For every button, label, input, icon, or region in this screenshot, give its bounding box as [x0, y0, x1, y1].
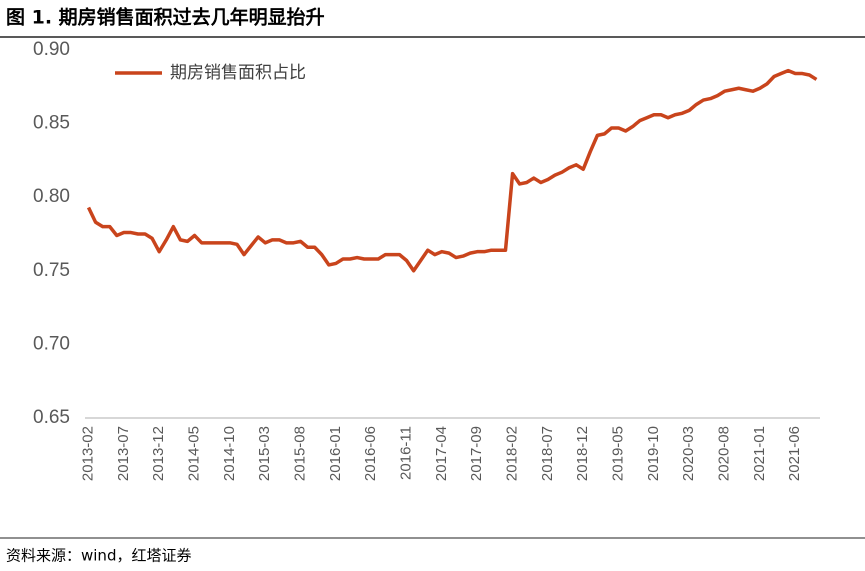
- x-tick-label: 2019-10: [645, 426, 662, 481]
- x-tick-label: 2014-05: [186, 426, 203, 481]
- y-tick-label: 0.90: [33, 39, 70, 60]
- x-tick-label: 2014-10: [221, 426, 238, 481]
- y-tick-label: 0.85: [33, 113, 70, 134]
- x-tick-label: 2016-11: [398, 426, 415, 480]
- y-tick-label: 0.65: [33, 407, 70, 428]
- data-line: [86, 68, 818, 273]
- x-tick-label: 2015-08: [292, 426, 309, 481]
- x-tick-label: 2021-01: [751, 426, 768, 481]
- x-tick-label: 2017-04: [433, 426, 450, 481]
- x-tick-label: 2016-01: [327, 426, 344, 481]
- x-tick-label: 2018-12: [574, 426, 591, 481]
- y-tick-label: 0.80: [33, 186, 70, 207]
- x-tick-label: 2020-03: [680, 426, 697, 481]
- x-tick-label: 2015-03: [256, 426, 273, 481]
- y-tick-label: 0.70: [33, 333, 70, 354]
- legend-label: 期房销售面积占比: [170, 63, 306, 83]
- x-tick-label: 2019-05: [610, 426, 627, 481]
- x-tick-label: 2021-06: [786, 426, 803, 481]
- x-tick-label: 2013-07: [115, 426, 132, 481]
- y-tick-label: 0.75: [33, 260, 70, 281]
- x-tick-label: 2013-12: [150, 426, 167, 481]
- x-tick-label: 2016-06: [362, 426, 379, 481]
- x-tick-label: 2013-02: [80, 426, 97, 481]
- x-tick-label: 2018-07: [539, 426, 556, 481]
- x-tick-label: 2020-08: [716, 426, 733, 481]
- chart-title: 图 1. 期房销售面积过去几年明显抬升: [6, 6, 325, 29]
- source-note: 资料来源：wind，红塔证券: [6, 547, 191, 565]
- x-tick-label: 2017-09: [468, 426, 485, 481]
- x-tick-label: 2018-02: [504, 426, 521, 481]
